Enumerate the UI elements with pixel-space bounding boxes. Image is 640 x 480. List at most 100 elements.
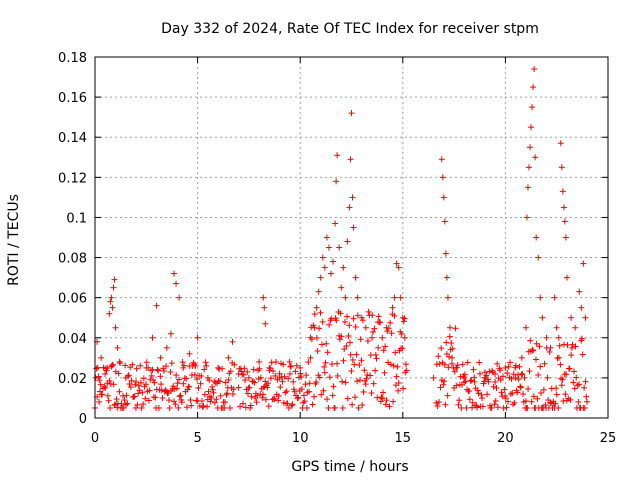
scatter-point — [442, 401, 449, 408]
scatter-point — [318, 341, 325, 348]
scatter-point — [344, 395, 351, 402]
scatter-point — [383, 397, 390, 404]
scatter-point — [356, 361, 363, 368]
scatter-point — [467, 377, 474, 384]
scatter-point — [96, 377, 103, 384]
data-point — [349, 194, 356, 201]
data-point — [399, 314, 406, 321]
scatter-point — [348, 368, 355, 375]
scatter-point — [133, 365, 140, 372]
scatter-point — [466, 396, 473, 403]
scatter-point — [476, 359, 483, 366]
scatter-point — [352, 323, 359, 330]
y-tick-label: 0.04 — [58, 332, 87, 347]
scatter-point — [517, 383, 524, 390]
scatter-point — [127, 384, 134, 391]
scatter-point — [113, 396, 120, 403]
scatter-point — [573, 374, 580, 381]
data-point — [553, 324, 560, 331]
data-point — [430, 374, 437, 381]
scatter-point — [116, 388, 123, 395]
scatter-point — [286, 358, 293, 365]
scatter-point — [552, 400, 559, 407]
scatter-point — [570, 379, 577, 386]
scatter-point — [555, 354, 562, 361]
scatter-point — [314, 348, 321, 355]
scatter-point — [128, 377, 135, 384]
scatter-point — [94, 364, 101, 371]
data-point — [535, 254, 542, 261]
scatter-point — [583, 393, 590, 400]
data-point — [256, 358, 263, 365]
scatter-point — [517, 384, 524, 391]
scatter-point — [311, 393, 318, 400]
data-point — [578, 304, 585, 311]
scatter-point — [571, 368, 578, 375]
data-point — [580, 260, 587, 267]
data-point — [518, 354, 525, 361]
data-point — [114, 344, 121, 351]
scatter-point — [579, 351, 586, 358]
data-point — [391, 294, 398, 301]
data-point — [347, 156, 354, 163]
scatter-point — [306, 388, 313, 395]
scatter-point — [559, 376, 566, 383]
scatter-point — [326, 374, 333, 381]
data-point — [539, 314, 546, 321]
scatter-point — [104, 392, 111, 399]
scatter-point — [349, 356, 356, 363]
scatter-point — [337, 310, 344, 317]
data-point — [245, 374, 252, 381]
scatter-point — [515, 376, 522, 383]
scatter-point — [317, 309, 324, 316]
scatter-point — [241, 365, 248, 372]
data-point — [104, 364, 111, 371]
scatter-point — [438, 345, 445, 352]
data-point — [443, 274, 450, 281]
scatter-point — [137, 379, 144, 386]
y-tick-label: 0.14 — [58, 131, 87, 146]
scatter-point — [122, 401, 129, 408]
scatter-point — [272, 359, 279, 366]
scatter-point — [525, 385, 532, 392]
scatter-point — [300, 392, 307, 399]
scatter-point — [139, 389, 146, 396]
y-tick-label: 0 — [79, 412, 87, 427]
scatter-point — [316, 374, 323, 381]
scatter-point — [298, 386, 305, 393]
scatter-point — [142, 381, 149, 388]
scatter-point — [433, 399, 440, 406]
scatter-point — [583, 398, 590, 405]
scatter-point — [502, 395, 509, 402]
scatter-point — [229, 391, 236, 398]
scatter-point — [201, 391, 208, 398]
scatter-point — [202, 359, 209, 366]
scatter-point — [191, 371, 198, 378]
scatter-point — [297, 370, 304, 377]
scatter-point — [444, 392, 451, 399]
y-tick-label: 0.08 — [58, 252, 87, 267]
scatter-point — [165, 397, 172, 404]
scatter-point — [505, 363, 512, 370]
scatter-point — [120, 404, 127, 411]
scatter-point — [365, 308, 372, 315]
scatter-point — [294, 395, 301, 402]
scatter-point — [464, 359, 471, 366]
data-point — [317, 274, 324, 281]
data-point — [342, 294, 349, 301]
scatter-point — [272, 372, 279, 379]
data-point — [297, 364, 304, 371]
scatter-point — [103, 367, 110, 374]
scatter-point — [507, 391, 514, 398]
scatter-point — [251, 379, 258, 386]
scatter-point — [452, 325, 459, 332]
scatter-point — [275, 397, 282, 404]
data-point — [112, 324, 119, 331]
data-point — [561, 218, 568, 225]
data-point — [194, 334, 201, 341]
scatter-point — [260, 391, 267, 398]
data-point — [171, 270, 178, 277]
scatter-point — [245, 384, 252, 391]
scatter-point — [213, 396, 220, 403]
scatter-point — [373, 355, 380, 362]
